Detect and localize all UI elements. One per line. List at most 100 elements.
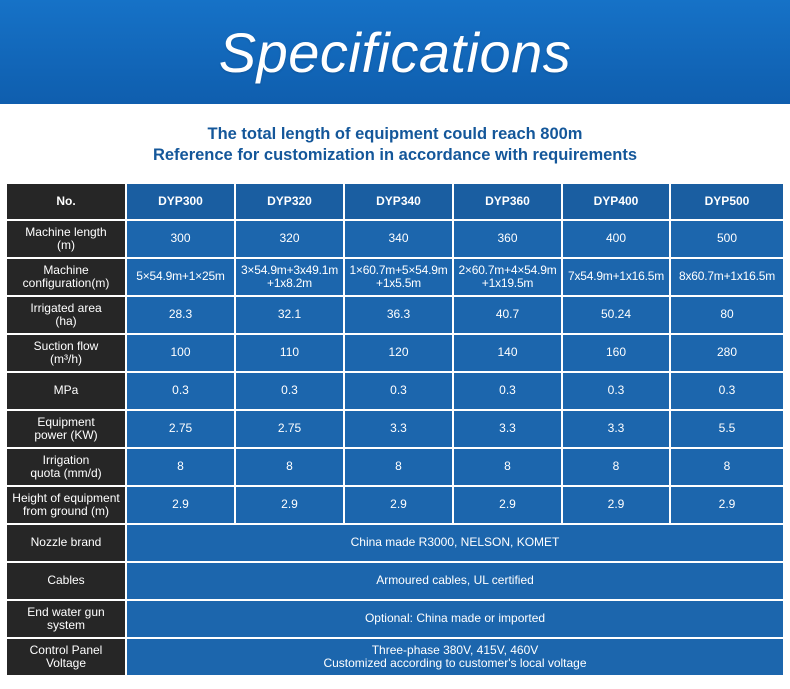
cell-text-line: 2×60.7m+4×54.9m	[458, 262, 557, 277]
cell-text-line: 7x54.9m+1x16.5m	[567, 269, 665, 284]
value-cell: 80	[671, 297, 783, 333]
table-row: Height of equipment from ground (m) 2.9 2.9…	[7, 487, 783, 523]
value-cell: 120	[345, 335, 452, 371]
value-cell: 28.3	[127, 297, 234, 333]
cell-text-line: End water gun	[27, 604, 105, 619]
value-cell: 2.9	[671, 487, 783, 523]
value-cell: 0.3	[127, 373, 234, 409]
value-cell: 8x60.7m+1x16.5m	[671, 259, 783, 295]
model-header-dyp340: DYP340	[345, 184, 452, 219]
cell-text-line: system	[46, 618, 85, 632]
table-row: Irrigated area (ha) 28.3 32.1 36.3 40.7 50.24 8…	[7, 297, 783, 333]
table-row: Equipment power (KW) 2.75 2.75 3.3 3.3 3.3 5.5	[7, 411, 783, 447]
cell-text-line: 8x60.7m+1x16.5m	[678, 269, 776, 284]
value-cell: 280	[671, 335, 783, 371]
table-span-row: Control Panel Voltage Three-phase 380V, 41…	[7, 639, 783, 675]
value-cell: 0.3	[671, 373, 783, 409]
cell-text-line: Equipment	[37, 414, 95, 429]
spanning-value-cell: Three-phase 380V, 415V, 460V Customized a…	[127, 639, 783, 675]
cell-text-line: (m)	[57, 238, 75, 252]
value-cell: 140	[454, 335, 561, 371]
value-cell: 3.3	[563, 411, 669, 447]
cell-text-line: Machine	[43, 262, 89, 277]
row-label-cell: Machine configuration(m)	[7, 259, 125, 295]
value-cell: 1×60.7m+5×54.9m +1x5.5m	[345, 259, 452, 295]
cell-text-line: Irrigated area	[30, 300, 102, 315]
row-label-cell: Irrigation quota (mm/d)	[7, 449, 125, 485]
table-row: MPa 0.3 0.3 0.3 0.3 0.3 0.3	[7, 373, 783, 409]
cell-text-line: Three-phase 380V, 415V, 460V	[371, 642, 539, 657]
value-cell: 2×60.7m+4×54.9m +1x19.5m	[454, 259, 561, 295]
row-label-cell: Control Panel Voltage	[7, 639, 125, 675]
row-label-cell: Machine length (m)	[7, 221, 125, 257]
cell-text-line: Customized according to customer's local…	[323, 656, 587, 670]
value-cell: 2.75	[127, 411, 234, 447]
value-cell: 400	[563, 221, 669, 257]
value-cell: 8	[345, 449, 452, 485]
intro-line-1: The total length of equipment could reac…	[207, 125, 583, 143]
table-row: Machine length (m) 300 320 340 360 400 500	[7, 221, 783, 257]
table-row: Suction flow (m³/h) 100 110 120 140 160 280	[7, 335, 783, 371]
value-cell: 160	[563, 335, 669, 371]
model-header-dyp400: DYP400	[563, 184, 669, 219]
value-cell: 8	[671, 449, 783, 485]
value-cell: 8	[236, 449, 343, 485]
row-label-cell: Suction flow (m³/h)	[7, 335, 125, 371]
model-header-dyp300: DYP300	[127, 184, 234, 219]
value-cell: 5×54.9m+1×25m	[127, 259, 234, 295]
cell-text-line: power (KW)	[34, 428, 98, 442]
value-cell: 7x54.9m+1x16.5m	[563, 259, 669, 295]
cell-text-line: Height of equipment	[12, 490, 120, 505]
value-cell: 2.9	[127, 487, 234, 523]
cell-text-line: 5×54.9m+1×25m	[136, 269, 225, 284]
cell-text-line: Control Panel	[29, 642, 103, 657]
table-span-row: Cables Armoured cables, UL certified	[7, 563, 783, 599]
page-title: Specifications	[218, 20, 572, 84]
value-cell: 500	[671, 221, 783, 257]
header-label-cell: No.	[7, 184, 125, 219]
cell-text-line: Cables	[47, 573, 85, 588]
cell-text-line: MPa	[53, 383, 79, 398]
cell-text-line: Armoured cables, UL certified	[376, 573, 534, 588]
value-cell: 360	[454, 221, 561, 257]
cell-text-line: (ha)	[55, 314, 77, 328]
title-banner: Specifications	[0, 0, 790, 104]
intro-line-2: Reference for customization in accordanc…	[152, 146, 638, 164]
value-cell: 2.75	[236, 411, 343, 447]
spanning-value-cell: Armoured cables, UL certified	[127, 563, 783, 599]
cell-text-line: +1x19.5m	[481, 276, 534, 290]
value-cell: 0.3	[345, 373, 452, 409]
value-cell: 3×54.9m+3x49.1m +1x8.2m	[236, 259, 343, 295]
value-cell: 300	[127, 221, 234, 257]
cell-text-line: quota (mm/d)	[30, 466, 102, 480]
value-cell: 8	[127, 449, 234, 485]
value-cell: 8	[563, 449, 669, 485]
model-header-dyp500: DYP500	[671, 184, 783, 219]
cell-text-line: configuration(m)	[22, 276, 110, 290]
cell-text-line: Irrigation	[42, 452, 90, 467]
table-row: Machine configuration(m) 5×54.9m+1×25m 3×54…	[7, 259, 783, 295]
cell-text-line: +1x8.2m	[267, 276, 312, 290]
value-cell: 320	[236, 221, 343, 257]
value-cell: 32.1	[236, 297, 343, 333]
cell-text-line: Nozzle brand	[30, 535, 102, 550]
value-cell: 2.9	[454, 487, 561, 523]
value-cell: 5.5	[671, 411, 783, 447]
cell-text-line: Voltage	[45, 656, 87, 670]
specifications-table: No. DYP300 DYP320 DYP340 DYP360 DYP400 DYP500 M…	[5, 182, 785, 677]
table-span-row: Nozzle brand China made R3000, NELSON, KO…	[7, 525, 783, 561]
value-cell: 0.3	[454, 373, 561, 409]
value-cell: 0.3	[563, 373, 669, 409]
row-label-cell: Irrigated area (ha)	[7, 297, 125, 333]
row-label-cell: Equipment power (KW)	[7, 411, 125, 447]
cell-text-line: 1×60.7m+5×54.9m	[349, 262, 448, 277]
cell-text-line: Suction flow	[33, 338, 99, 353]
value-cell: 340	[345, 221, 452, 257]
intro-text: The total length of equipment could reac…	[0, 124, 790, 170]
row-label-cell: Nozzle brand	[7, 525, 125, 561]
row-label-cell: MPa	[7, 373, 125, 409]
cell-text-line: Optional: China made or imported	[364, 611, 546, 626]
value-cell: 2.9	[563, 487, 669, 523]
value-cell: 110	[236, 335, 343, 371]
value-cell: 3.3	[345, 411, 452, 447]
